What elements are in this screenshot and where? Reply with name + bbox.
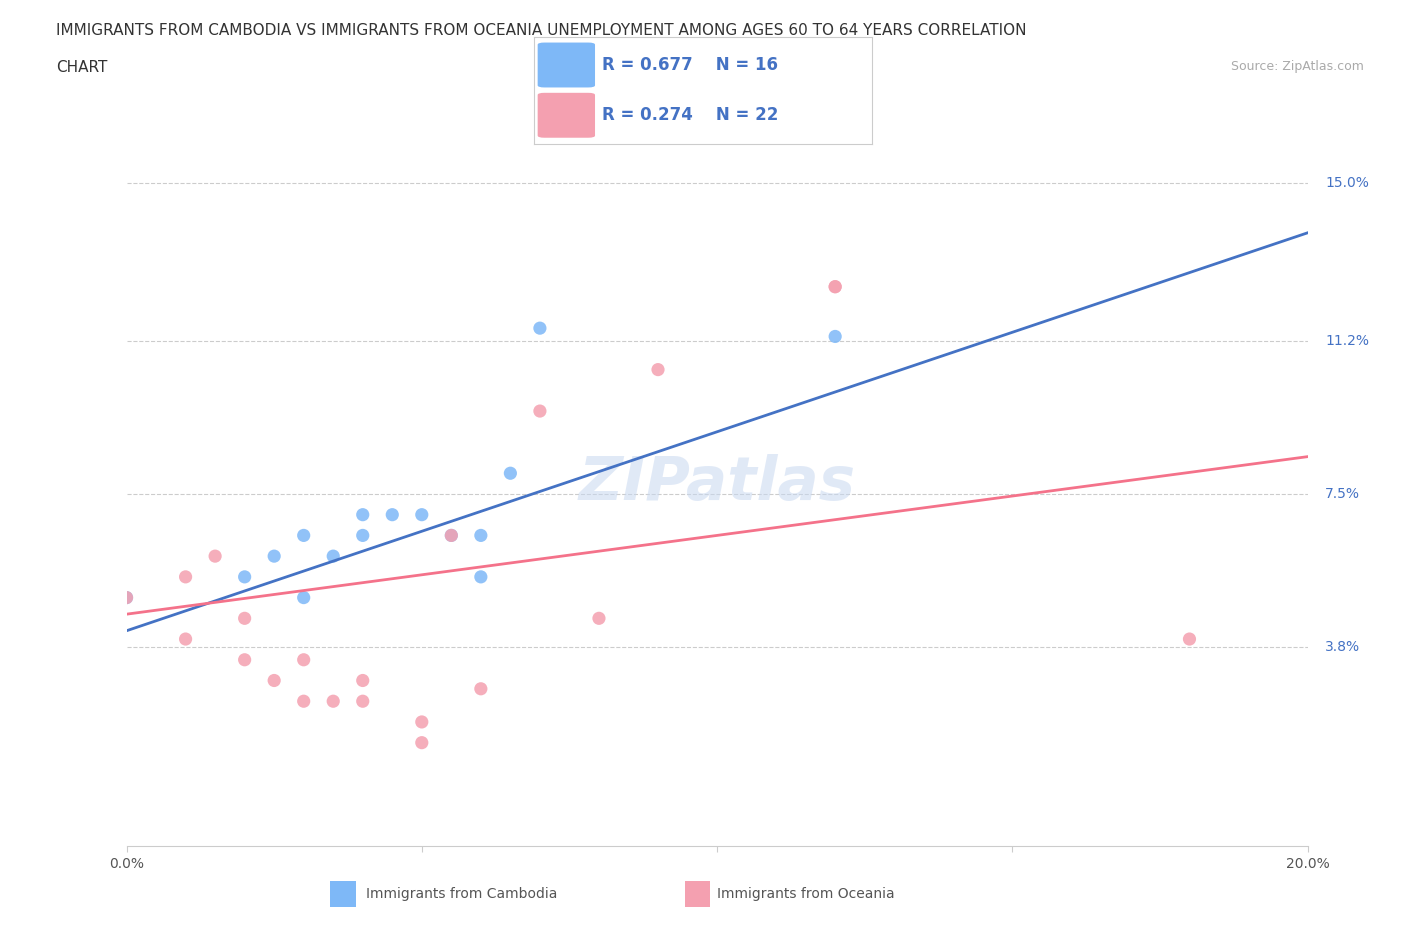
Point	[824, 279, 846, 294]
Point	[174, 569, 197, 584]
Text: CHART: CHART	[56, 60, 108, 75]
Point	[292, 694, 315, 709]
Point	[440, 528, 463, 543]
Point	[381, 507, 404, 522]
Point	[470, 528, 492, 543]
Text: R = 0.274    N = 22: R = 0.274 N = 22	[602, 106, 778, 125]
Point	[292, 528, 315, 543]
Text: R = 0.677    N = 16: R = 0.677 N = 16	[602, 56, 778, 74]
Text: 3.8%: 3.8%	[1326, 641, 1361, 655]
Point	[233, 611, 256, 626]
Text: Source: ZipAtlas.com: Source: ZipAtlas.com	[1230, 60, 1364, 73]
Point	[440, 528, 463, 543]
Text: IMMIGRANTS FROM CAMBODIA VS IMMIGRANTS FROM OCEANIA UNEMPLOYMENT AMONG AGES 60 T: IMMIGRANTS FROM CAMBODIA VS IMMIGRANTS F…	[56, 23, 1026, 38]
Point	[115, 591, 138, 605]
Point	[470, 682, 492, 697]
Text: 7.5%: 7.5%	[1326, 487, 1360, 501]
Text: 15.0%: 15.0%	[1326, 176, 1369, 190]
Point	[529, 404, 551, 418]
Point	[470, 569, 492, 584]
Point	[647, 362, 669, 377]
Point	[292, 652, 315, 667]
Point	[352, 507, 374, 522]
Point	[292, 591, 315, 605]
Point	[411, 714, 433, 729]
Point	[529, 321, 551, 336]
Point	[322, 694, 344, 709]
Point	[263, 673, 285, 688]
Text: Immigrants from Oceania: Immigrants from Oceania	[717, 886, 894, 901]
Point	[1178, 631, 1201, 646]
FancyBboxPatch shape	[537, 93, 595, 138]
Point	[352, 694, 374, 709]
Point	[204, 549, 226, 564]
Point	[115, 591, 138, 605]
Point	[174, 631, 197, 646]
Point	[233, 652, 256, 667]
Point	[499, 466, 522, 481]
Point	[352, 673, 374, 688]
Point	[588, 611, 610, 626]
Point	[233, 569, 256, 584]
Point	[263, 549, 285, 564]
Text: 11.2%: 11.2%	[1326, 334, 1369, 348]
Text: ZIPatlas: ZIPatlas	[578, 454, 856, 513]
Point	[411, 507, 433, 522]
Text: Immigrants from Cambodia: Immigrants from Cambodia	[366, 886, 557, 901]
FancyBboxPatch shape	[537, 43, 595, 87]
Point	[411, 736, 433, 751]
Point	[322, 549, 344, 564]
Point	[824, 329, 846, 344]
Point	[824, 279, 846, 294]
Point	[352, 528, 374, 543]
